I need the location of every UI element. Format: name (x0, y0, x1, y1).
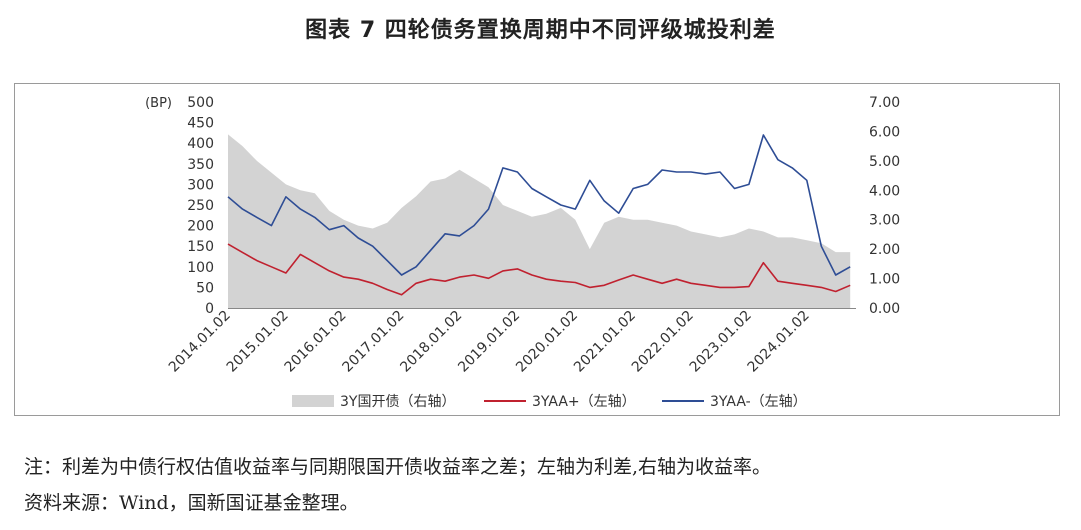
right-tick-label: 6.00 (869, 124, 900, 140)
left-tick-label: 350 (187, 157, 214, 173)
right-tick-label: 3.00 (869, 213, 900, 229)
left-tick-label: 100 (187, 260, 214, 276)
right-axis-ticks: 0.00 1.00 2.00 3.00 4.00 5.00 6.00 7.00 (869, 95, 900, 317)
x-tick-label: 2024.01.02 (745, 308, 813, 376)
left-tick-label: 0 (205, 301, 214, 317)
chart-title: 图表 7 四轮债务置换周期中不同评级城投利差 (305, 18, 776, 43)
left-tick-label: 250 (187, 198, 214, 214)
source-note: 资料来源：Wind，国新国证基金整理。 (24, 492, 359, 514)
legend-label: 3Y国开债（右轴） (340, 394, 455, 410)
right-tick-label: 2.00 (869, 242, 900, 258)
footnote: 注：利差为中债行权估值收益率与同期限国开债收益率之差；左轴为利差,右轴为收益率。 (24, 456, 772, 478)
right-tick-label: 0.00 (869, 301, 900, 317)
chart-frame (14, 83, 1060, 416)
right-tick-label: 5.00 (869, 154, 900, 170)
area-series-guokai (228, 134, 851, 308)
left-axis-unit: (BP) (145, 96, 172, 111)
line-series-aa-minus (227, 134, 851, 276)
left-tick-label: 200 (187, 219, 214, 235)
legend-label: 3YAA-（左轴） (710, 394, 807, 410)
right-tick-label: 1.00 (869, 272, 900, 288)
legend: 3Y国开债（右轴） 3YAA+（左轴） 3YAA-（左轴） (292, 394, 807, 410)
left-tick-label: 400 (187, 136, 214, 152)
left-tick-label: 300 (187, 177, 214, 193)
legend-label: 3YAA+（左轴） (532, 394, 636, 410)
line-series-group (227, 134, 851, 296)
right-tick-label: 4.00 (869, 183, 900, 199)
left-tick-label: 50 (196, 280, 214, 296)
chart-plot: 0 50 100 150 200 250 300 350 400 450 500 (BP) 0.00 1… (145, 95, 900, 410)
left-tick-label: 150 (187, 239, 214, 255)
line-series-aa-plus (227, 243, 851, 296)
right-tick-label: 7.00 (869, 95, 900, 111)
legend-swatch-area (292, 395, 334, 407)
left-axis-ticks: 0 50 100 150 200 250 300 350 400 450 500 (BP) (145, 95, 214, 317)
left-tick-label: 500 (187, 95, 214, 111)
left-tick-label: 450 (187, 116, 214, 132)
area-series-group (228, 134, 851, 308)
x-axis: 2014.01.022015.01.022016.01.022017.01.02… (166, 308, 856, 376)
